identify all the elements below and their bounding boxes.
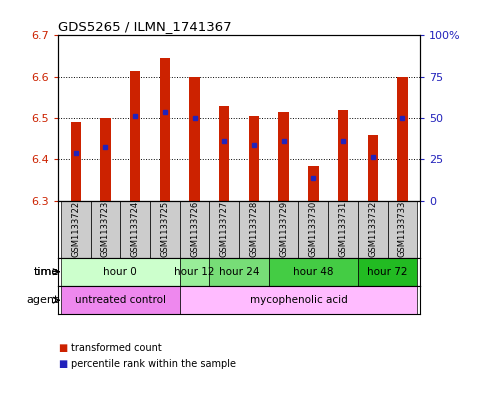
Text: GSM1133722: GSM1133722 (71, 201, 80, 257)
Text: hour 12: hour 12 (174, 267, 215, 277)
Bar (239, 201, 269, 257)
Bar (328, 201, 358, 257)
Text: hour 48: hour 48 (293, 267, 334, 277)
Bar (71, 122, 81, 201)
Text: untreated control: untreated control (75, 295, 166, 305)
Bar (269, 257, 358, 286)
Bar (160, 58, 170, 201)
Text: GDS5265 / ILMN_1741367: GDS5265 / ILMN_1741367 (58, 20, 231, 33)
Bar (269, 201, 298, 257)
Bar (100, 118, 111, 201)
Text: time: time (33, 267, 58, 277)
Bar (278, 112, 289, 201)
Text: transformed count: transformed count (71, 343, 162, 353)
Bar (120, 201, 150, 257)
Text: percentile rank within the sample: percentile rank within the sample (71, 358, 237, 369)
Bar (358, 201, 387, 257)
Bar (249, 116, 259, 201)
Text: GSM1133727: GSM1133727 (220, 201, 229, 257)
Bar (397, 77, 408, 201)
Bar (61, 286, 180, 314)
Bar (189, 77, 200, 201)
Text: ■: ■ (58, 358, 67, 369)
Bar (130, 70, 141, 201)
Bar (338, 110, 348, 201)
Text: time: time (33, 267, 58, 277)
Bar (180, 286, 417, 314)
Text: GSM1133726: GSM1133726 (190, 201, 199, 257)
Bar (358, 257, 417, 286)
Text: GSM1133728: GSM1133728 (249, 201, 258, 257)
Text: hour 72: hour 72 (367, 267, 408, 277)
Bar (180, 257, 210, 286)
Text: hour 0: hour 0 (103, 267, 137, 277)
Text: GSM1133724: GSM1133724 (131, 201, 140, 257)
Text: GSM1133730: GSM1133730 (309, 201, 318, 257)
Bar (150, 201, 180, 257)
Text: mycophenolic acid: mycophenolic acid (250, 295, 347, 305)
Bar (61, 201, 91, 257)
Bar (387, 201, 417, 257)
Bar (298, 201, 328, 257)
Text: GSM1133731: GSM1133731 (339, 201, 347, 257)
Bar (308, 165, 318, 201)
Text: GSM1133732: GSM1133732 (368, 201, 377, 257)
Bar (91, 201, 120, 257)
Text: GSM1133723: GSM1133723 (101, 201, 110, 257)
Bar (61, 257, 180, 286)
Bar (210, 201, 239, 257)
Text: GSM1133725: GSM1133725 (160, 201, 170, 257)
Text: agent: agent (26, 295, 58, 305)
Text: hour 24: hour 24 (219, 267, 259, 277)
Text: GSM1133729: GSM1133729 (279, 201, 288, 257)
Bar (368, 134, 378, 201)
Bar (180, 201, 210, 257)
Bar (219, 106, 229, 201)
Text: ■: ■ (58, 343, 67, 353)
Text: GSM1133733: GSM1133733 (398, 201, 407, 257)
Bar (210, 257, 269, 286)
